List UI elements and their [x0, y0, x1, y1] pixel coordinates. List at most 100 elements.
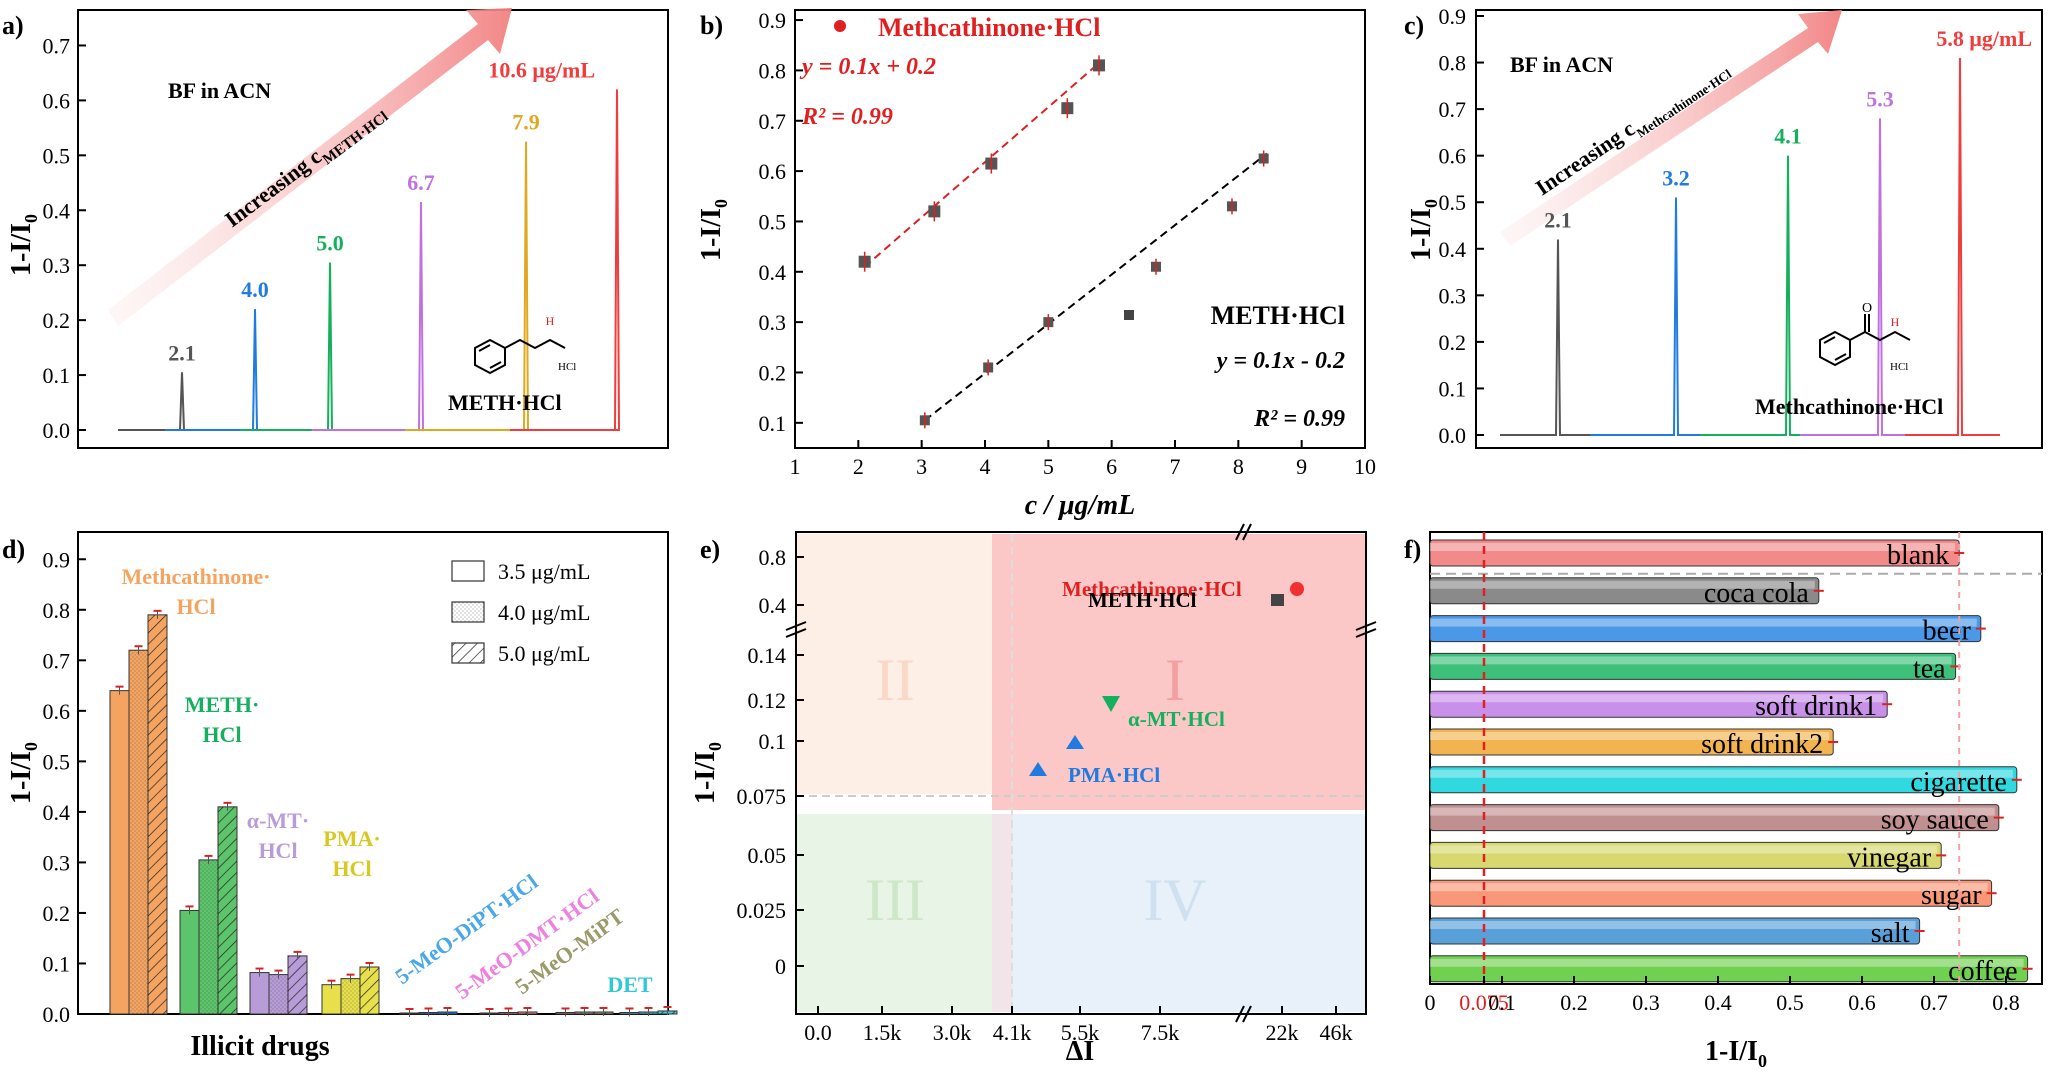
panel-d-x-label: Illicit drugs	[190, 1031, 329, 1062]
panel-e: e) I II III IV 0.0 1.5k 3.0k 4.1k 5.5k 7.5k 22…	[690, 523, 1377, 1067]
panel-a-plot-area	[77, 9, 669, 449]
panel-b-xtick-label: 9	[1296, 454, 1307, 479]
group-label-amt-2: HCl	[258, 838, 297, 863]
panel-a-peaks: 2.1 4.0 5.0 6.7 7.9 10.6 μg/mL	[118, 57, 621, 431]
panel-b-xtick-label: 1	[790, 454, 801, 479]
panel-e-ytick-label: 0	[775, 954, 786, 979]
panel-c-y-axis: 0.0 0.1 0.2 0.3 0.4 0.5 0.6 0.7 0.8 0.9	[1439, 4, 1484, 448]
panel-a-ylabel-sub: 0	[21, 214, 41, 223]
panel-f-letter: f)	[1404, 535, 1421, 564]
bar-pattern-3-2	[360, 967, 379, 1014]
panel-a-ytick-label: 0.4	[43, 198, 71, 223]
panel-c-compound: Methcathinone·HCl	[1755, 394, 1943, 419]
panel-a-y-label: 1-I/I0	[6, 214, 41, 276]
panel-e-xtick-label: 1.5k	[863, 1020, 902, 1045]
legend-marker-methcathinone	[834, 20, 846, 32]
panel-c-peak-line	[1500, 239, 1590, 436]
quadrant-III-label: III	[865, 867, 925, 933]
panel-b-y-label: 1-I/I0	[696, 199, 731, 261]
panel-e-x-label: ΔI	[1066, 1036, 1094, 1067]
quadrant-IV-bg	[992, 814, 1366, 1012]
panel-b-ytick-label: 0.4	[759, 260, 787, 285]
panel-a-ytick-label: 0.5	[43, 143, 71, 168]
panel-b: b) 1 2 3 4 5 6 7 8 9 10 0.1 0.2 0.3 0.4 0.5 0.6 0.7 0.8 0.…	[696, 8, 1376, 521]
panel-b-ylabel-main: 1-I/I	[696, 208, 727, 261]
legend-marker-meth	[1124, 310, 1134, 320]
panel-f-xtick-label: 0	[1425, 990, 1436, 1015]
panel-b-ylabel-sub: 0	[711, 199, 731, 208]
x-break-mark-1	[1235, 1005, 1245, 1023]
panel-e-xtick-label: 5.5k	[1061, 1020, 1100, 1045]
panel-e-points: Methcathinone·HCl METH·HCl α-MT·HCl PMA·…	[1029, 577, 1304, 787]
panel-b-xtick-label: 4	[980, 454, 991, 479]
point-pma-1	[1066, 735, 1084, 749]
panel-b-ytick-label: 0.5	[759, 209, 787, 234]
bar-pattern-3-1	[341, 978, 360, 1014]
panel-c-letter: c)	[1404, 11, 1424, 40]
bar-label: tea	[1913, 653, 1946, 684]
bar-label: soy sauce	[1881, 805, 1989, 836]
bar-pattern-0-1	[129, 650, 148, 1014]
panel-f-xtick-label: 0.7	[1920, 990, 1948, 1015]
panel-e-y-label: 1-I/I0	[690, 742, 725, 804]
point-meth	[1271, 594, 1284, 606]
panel-e-ytick-high-label: 0.8	[759, 545, 787, 570]
panel-c-y-label: 1-I/I0	[1406, 199, 1441, 261]
panel-f-xtick-label: 0.3	[1632, 990, 1660, 1015]
panel-b-xtick-label: 7	[1170, 454, 1181, 479]
panel-f-x-label: 1-I/I0	[1705, 1036, 1767, 1071]
quadrant-II-bg	[796, 534, 992, 794]
panel-d-y-axis: 0.0 0.1 0.2 0.3 0.4 0.5 0.6 0.7 0.8 0.9	[43, 547, 86, 1027]
panel-a-ytick-label: 0.0	[43, 418, 71, 443]
bar-pattern-1-2	[218, 806, 237, 1014]
legend-5-0: 5.0 μg/mL	[498, 641, 590, 666]
panel-d: d) 0.0 0.1 0.2 0.3 0.4 0.5 0.6 0.7 0.8 0.9 1-I/I0…	[2, 531, 678, 1062]
panel-e-xtick-label: 0.0	[804, 1020, 832, 1045]
bar-fill-3-0	[321, 984, 342, 1015]
panel-c-peaks: 2.1 3.2 4.1 5.3 5.8 μg/mL	[1500, 26, 2032, 436]
panel-d-y-label: 1-I/I0	[6, 742, 41, 804]
fit-r2-methcathinone: R² = 0.99	[801, 104, 893, 130]
panel-c-peak-line	[1700, 155, 1800, 436]
panel-f: f) blank coca cola beer tea soft drink1 soft …	[1404, 531, 2043, 1071]
panel-f-xlabel-sub: 0	[1758, 1051, 1767, 1071]
panel-a-letter: a)	[2, 11, 24, 40]
panel-d-letter: d)	[2, 535, 25, 564]
label-methcathinone: Methcathinone·HCl	[1062, 577, 1242, 601]
group-label-methcathinone-1: Methcathinone·	[121, 564, 270, 589]
panel-f-xtick-label: 0.6	[1848, 990, 1876, 1015]
panel-d-ylabel-sub: 0	[21, 742, 41, 751]
bar-pattern-0-2	[148, 614, 167, 1014]
meth-nh-label: H	[546, 314, 555, 328]
panel-a: a) 0.0 0.1 0.2 0.3 0.4 0.5 0.6 0.7 1-I/I0 Incre…	[2, 8, 669, 449]
legend-methcathinone: Methcathinone·HCl	[878, 13, 1100, 42]
methcathinone-nh-label: H	[1891, 315, 1900, 329]
legend-3-5: 3.5 μg/mL	[498, 559, 590, 584]
panel-f-xlabel-main: 1-I/I	[1705, 1036, 1758, 1067]
panel-b-xtick-label: 8	[1233, 454, 1244, 479]
panel-e-ylabel-sub: 0	[705, 742, 725, 751]
quadrant-I-bg	[992, 534, 1366, 810]
fit-line-meth	[924, 152, 1268, 422]
panel-f-xtick-label: 0.1	[1488, 990, 1516, 1015]
bar-highlight	[1430, 958, 2024, 967]
panel-d-ylabel-main: 1-I/I	[6, 751, 37, 804]
quadrant-IV-label: IV	[1143, 867, 1206, 933]
panel-d-bars	[109, 609, 678, 1017]
panel-c-ylabel-main: 1-I/I	[1406, 208, 1437, 261]
legend-meth: METH·HCl	[1211, 301, 1345, 330]
panel-a-note: BF in ACN	[168, 78, 271, 103]
point-pma-2	[1029, 762, 1047, 776]
panel-c-ytick-label: 0.3	[1439, 283, 1467, 308]
panel-a-peak-line	[165, 309, 259, 431]
bar-highlight	[1430, 883, 1988, 892]
panel-e-letter: e)	[700, 535, 720, 564]
panel-b-xtick-label: 2	[853, 454, 864, 479]
panel-d-ytick-label: 0.3	[43, 850, 71, 875]
fit-eq-meth: y = 0.1x - 0.2	[1214, 348, 1345, 374]
panel-c-ylabel-sub: 0	[1421, 199, 1441, 208]
panel-b-ytick-label: 0.2	[759, 360, 787, 385]
panel-a-peak-line	[510, 89, 621, 431]
panel-e-ytick-label: 0.075	[737, 784, 787, 809]
bar-highlight	[1430, 769, 2013, 778]
